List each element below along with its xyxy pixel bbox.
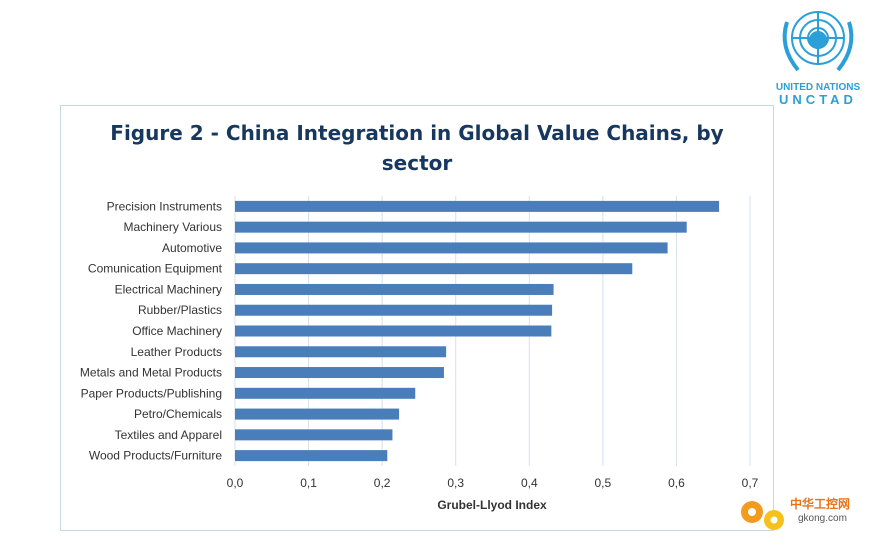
category-label: Comunication Equipment — [88, 262, 223, 276]
un-emblem-icon: UNITED NATIONS UNCTAD — [776, 11, 861, 106]
category-label: Petro/Chemicals — [134, 407, 222, 421]
bar — [235, 242, 668, 254]
bar — [235, 346, 447, 358]
gear-icon: 中华工控网 gkong.com — [741, 496, 850, 530]
x-tick-label: 0,5 — [595, 476, 612, 490]
x-axis-label: Grubel-Llyod Index — [437, 498, 547, 512]
bar — [235, 221, 687, 233]
x-tick-label: 0,0 — [227, 476, 244, 490]
un-unctad-logo: UNITED NATIONS UNCTAD — [773, 2, 863, 106]
category-label: Metals and Metal Products — [80, 366, 222, 380]
x-tick-label: 0,6 — [668, 476, 685, 490]
bar — [235, 325, 552, 337]
chart-title: Figure 2 - China Integration in Global V… — [60, 118, 774, 178]
category-label: Paper Products/Publishing — [81, 386, 222, 400]
category-label: Leather Products — [131, 345, 222, 359]
bar — [235, 283, 554, 295]
category-label: Textiles and Apparel — [115, 428, 222, 442]
x-tick-label: 0,3 — [447, 476, 464, 490]
category-label: Automotive — [162, 241, 222, 255]
category-label: Electrical Machinery — [115, 282, 222, 296]
bar — [235, 387, 416, 399]
category-label: Precision Instruments — [107, 199, 222, 213]
chart-title-line2: sector — [381, 151, 453, 175]
bar — [235, 304, 553, 316]
bar — [235, 200, 720, 212]
chart-title-line1: Figure 2 - China Integration in Global V… — [110, 121, 724, 145]
logo-line2: UNCTAD — [779, 92, 857, 106]
bar — [235, 263, 633, 275]
category-label: Machinery Various — [124, 220, 222, 234]
watermark-cn: 中华工控网 — [790, 496, 850, 511]
gkong-watermark: 中华工控网 gkong.com — [736, 490, 866, 540]
category-label: Rubber/Plastics — [138, 303, 222, 317]
x-tick-label: 0,7 — [742, 476, 759, 490]
x-tick-label: 0,1 — [300, 476, 317, 490]
bar — [235, 408, 400, 420]
x-tick-label: 0,2 — [374, 476, 391, 490]
category-label: Office Machinery — [132, 324, 222, 338]
bar — [235, 429, 393, 441]
category-label: Wood Products/Furniture — [89, 449, 222, 463]
logo-line1: UNITED NATIONS — [776, 82, 861, 93]
chart-panel — [60, 105, 774, 531]
x-tick-label: 0,4 — [521, 476, 538, 490]
bar — [235, 450, 388, 462]
bar — [235, 367, 444, 379]
watermark-site: gkong.com — [798, 513, 847, 524]
